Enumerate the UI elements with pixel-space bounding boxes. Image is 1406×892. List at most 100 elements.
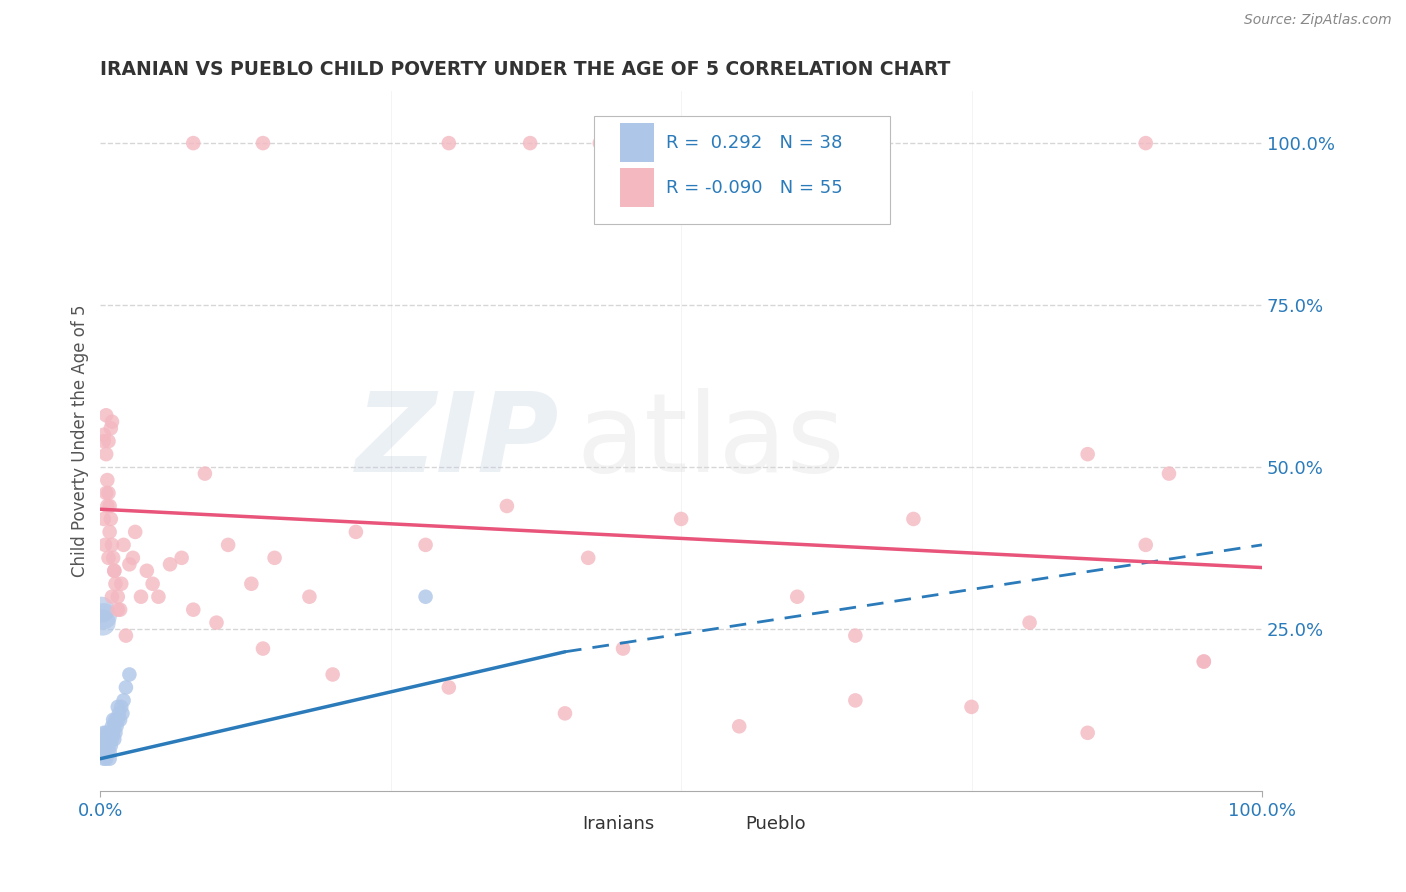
Point	[96, 486, 118, 500]
Point	[101, 732, 124, 747]
Point	[98, 745, 121, 759]
Text: atlas: atlas	[576, 388, 845, 495]
Point	[110, 699, 132, 714]
Point	[1135, 136, 1157, 150]
Point	[786, 590, 808, 604]
Point	[181, 136, 204, 150]
Point	[96, 732, 118, 747]
Point	[97, 726, 120, 740]
Point	[96, 739, 118, 753]
Point	[115, 681, 138, 695]
Point	[97, 550, 120, 565]
Bar	[710, 817, 735, 842]
Point	[415, 538, 437, 552]
Point	[91, 615, 114, 630]
Point	[104, 576, 127, 591]
Point	[844, 629, 866, 643]
Point	[98, 752, 121, 766]
Point	[205, 615, 228, 630]
Point	[107, 590, 129, 604]
Point	[129, 590, 152, 604]
Point	[960, 699, 983, 714]
Point	[111, 706, 134, 721]
Point	[194, 467, 217, 481]
Point	[100, 421, 122, 435]
Point	[103, 732, 125, 747]
Point	[170, 550, 193, 565]
Point	[105, 719, 128, 733]
Point	[94, 538, 117, 552]
Point	[112, 538, 135, 552]
Point	[90, 739, 112, 753]
Point	[93, 739, 115, 753]
Point	[101, 538, 124, 552]
Point	[97, 739, 120, 753]
Point	[1135, 538, 1157, 552]
Point	[496, 499, 519, 513]
Point	[91, 745, 114, 759]
Point	[103, 564, 125, 578]
Point	[1157, 467, 1180, 481]
Point	[322, 667, 344, 681]
Point	[112, 693, 135, 707]
Point	[96, 752, 118, 766]
Bar	[547, 817, 574, 842]
Point	[101, 415, 124, 429]
Point	[93, 434, 115, 449]
Point	[96, 726, 118, 740]
Point	[437, 136, 460, 150]
Point	[93, 427, 115, 442]
Point	[100, 739, 122, 753]
Point	[96, 447, 118, 461]
Bar	[620, 123, 654, 161]
Point	[217, 538, 239, 552]
Point	[98, 499, 121, 513]
Point	[96, 745, 118, 759]
Point	[103, 719, 125, 733]
Point	[100, 726, 122, 740]
Point	[101, 590, 124, 604]
Point	[135, 564, 157, 578]
Point	[107, 713, 129, 727]
Point	[669, 512, 692, 526]
Point	[142, 576, 165, 591]
Point	[122, 550, 145, 565]
Text: Source: ZipAtlas.com: Source: ZipAtlas.com	[1244, 13, 1392, 28]
Point	[554, 706, 576, 721]
Point	[91, 732, 114, 747]
Point	[298, 590, 321, 604]
Point	[107, 699, 129, 714]
Point	[159, 558, 181, 572]
Point	[101, 550, 124, 565]
Point	[101, 726, 124, 740]
Point	[101, 719, 124, 733]
Point	[903, 512, 925, 526]
Text: Pueblo: Pueblo	[745, 815, 806, 833]
Point	[1192, 655, 1215, 669]
Point	[108, 706, 131, 721]
Point	[118, 667, 141, 681]
Point	[96, 473, 118, 487]
Point	[97, 486, 120, 500]
Text: R =  0.292   N = 38: R = 0.292 N = 38	[666, 134, 842, 152]
Point	[519, 136, 541, 150]
Point	[1018, 615, 1040, 630]
Point	[98, 524, 121, 539]
Point	[181, 602, 204, 616]
Point	[100, 512, 122, 526]
Bar	[620, 169, 654, 207]
Point	[612, 641, 634, 656]
Point	[437, 681, 460, 695]
Point	[252, 136, 274, 150]
Y-axis label: Child Poverty Under the Age of 5: Child Poverty Under the Age of 5	[72, 305, 89, 577]
Point	[103, 564, 125, 578]
Text: R = -0.090   N = 55: R = -0.090 N = 55	[666, 179, 842, 197]
Point	[101, 713, 124, 727]
Point	[104, 726, 127, 740]
Point	[90, 602, 112, 616]
Point	[148, 590, 170, 604]
Point	[344, 524, 367, 539]
Point	[93, 726, 115, 740]
Point	[252, 641, 274, 656]
Point	[104, 713, 127, 727]
